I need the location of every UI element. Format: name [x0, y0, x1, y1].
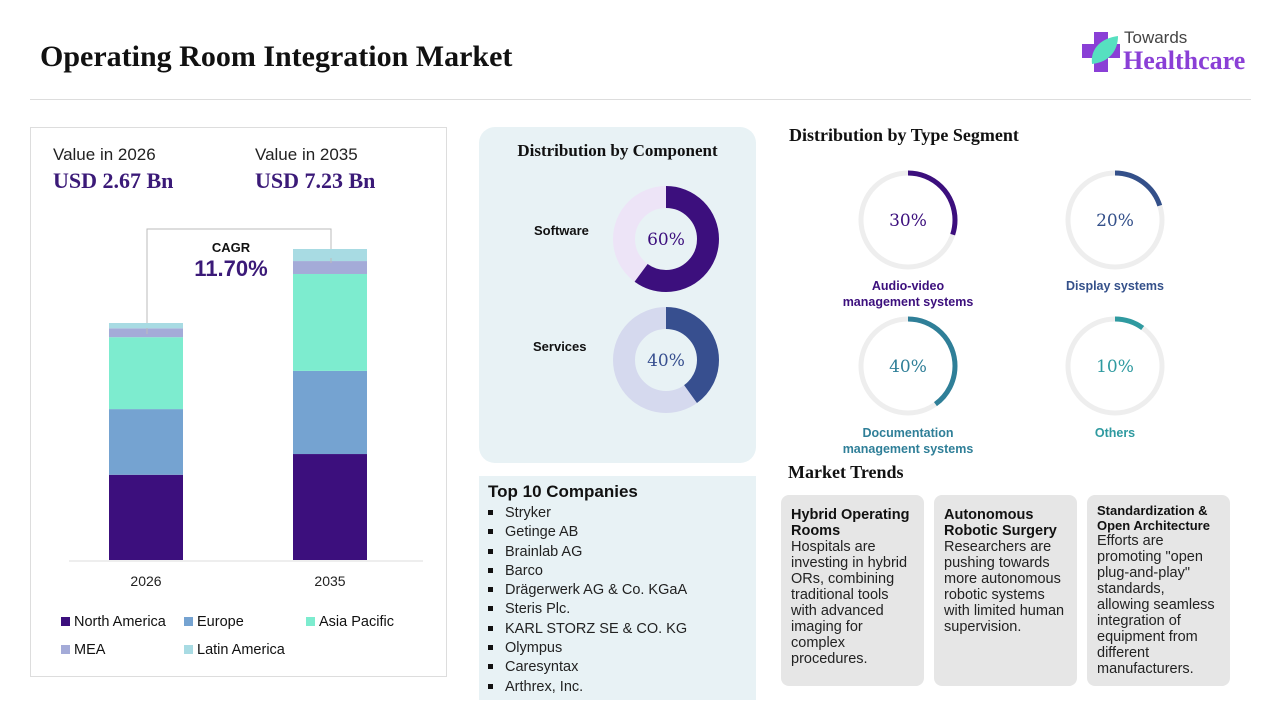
type-segment-title: Distribution by Type Segment [789, 125, 1019, 145]
x-tick-label: 2026 [130, 573, 161, 589]
legend-item: Asia Pacific [306, 614, 394, 630]
company-item: Steris Plc. [488, 600, 756, 619]
company-item: Arthrex, Inc. [488, 678, 756, 697]
bar-segment-mea-2026 [109, 328, 183, 338]
trend-body: Hospitals are investing in hybrid ORs, c… [791, 539, 908, 667]
donut-slice-services [613, 307, 719, 413]
trend-heading: Autonomous Robotic Surgery [944, 507, 1057, 539]
value-2026: USD 2.67 Bn [53, 168, 174, 193]
legend-label: Latin America [197, 642, 285, 658]
legend-swatch [61, 645, 70, 654]
bar-segment-north-america-2026 [109, 474, 183, 560]
legend-item: Latin America [184, 642, 285, 658]
company-item: Olympus [488, 639, 756, 658]
legend-item: MEA [61, 642, 105, 658]
ring-progress [1065, 316, 1165, 416]
legend-label: MEA [74, 642, 106, 658]
segment-label: Others [1094, 426, 1136, 440]
ring-value-label: 40% [889, 357, 927, 377]
company-item: KARL STORZ SE & CO. KG [488, 620, 756, 639]
donut-slice-software [613, 186, 719, 292]
ring-progress [858, 316, 958, 416]
stacked-bar-chart: 2026 2035 [69, 228, 423, 589]
cagr-bracket-ticks [146, 258, 332, 334]
component-title: Distribution by Component [517, 141, 718, 160]
bar-segment-north-america-2035 [293, 454, 367, 560]
trend-heading: Standardization & Open Architecture [1097, 503, 1210, 533]
legend-swatch [306, 617, 315, 626]
bar-segment-latin-america-2035 [293, 249, 367, 262]
trend-card: Autonomous Robotic Surgery Researchers a… [934, 495, 1077, 686]
companies-title: Top 10 Companies [488, 482, 638, 501]
ring-progress [858, 170, 958, 270]
chart-legend: North America Europe Asia Pacific MEA Latin … [61, 614, 441, 674]
market-size-card: Value in 2026 USD 2.67 Bn Value in 2035 … [30, 127, 447, 677]
ring-progress [1065, 170, 1165, 270]
bar-segment-europe-2026 [109, 409, 183, 475]
trend-card: Standardization & Open Architecture Effor… [1087, 495, 1230, 686]
legend-item: North America [61, 614, 166, 630]
trend-heading: Hybrid Operating Rooms [791, 507, 910, 539]
software-label: Software [534, 223, 589, 238]
logo: Towards Healthcare [1080, 28, 1255, 78]
legend-label: North America [74, 614, 166, 630]
cagr-value: 11.70% [194, 256, 268, 281]
ring-value-label: 10% [1096, 357, 1134, 377]
services-label: Services [533, 339, 587, 354]
trend-body: Efforts are promoting "open plug-and-pla… [1097, 533, 1215, 677]
legend-label: Asia Pacific [319, 614, 394, 630]
medical-cross-leaf-icon [1082, 32, 1120, 72]
company-item: Stryker [488, 504, 756, 523]
value-2035: USD 7.23 Bn [255, 168, 376, 193]
value-2035-label: Value in 2035 [255, 145, 358, 164]
top-companies-panel: Top 10 Companies Stryker Getinge AB Brainl… [479, 476, 756, 700]
bar-segment-asia-pacific-2035 [293, 273, 367, 371]
legend-swatch [184, 645, 193, 654]
segment-label: Documentation management systems [842, 426, 974, 456]
donut-value-label: 40% [647, 351, 685, 371]
company-item: Getinge AB [488, 523, 756, 542]
x-tick-label: 2035 [314, 573, 345, 589]
value-2026-label: Value in 2026 [53, 145, 156, 164]
donut-value-label: 60% [647, 230, 685, 250]
component-distribution-card: Distribution by Component Software Servi… [479, 127, 756, 463]
company-item: Brainlab AG [488, 543, 756, 562]
cagr-label: CAGR [211, 240, 251, 255]
bar-segment-latin-america-2026 [109, 323, 183, 329]
cagr-bracket [146, 228, 332, 328]
company-item: Barco [488, 562, 756, 581]
market-trends-title: Market Trends [788, 462, 904, 482]
legend-label: Europe [197, 614, 244, 630]
segment-label: Display systems [1066, 279, 1164, 293]
legend-swatch [184, 617, 193, 626]
trend-body: Researchers are pushing towards more aut… [944, 539, 1065, 635]
bar-segment-mea-2035 [293, 261, 367, 274]
segment-label: Audio-video management systems [842, 279, 974, 309]
page-title: Operating Room Integration Market [40, 40, 513, 73]
divider [30, 99, 1251, 100]
company-item: Drägerwerk AG & Co. KGaA [488, 581, 756, 600]
ring-value-label: 30% [889, 211, 927, 231]
company-item: Caresyntax [488, 658, 756, 677]
ring-value-label: 20% [1096, 211, 1134, 231]
legend-swatch [61, 617, 70, 626]
bar-segment-europe-2035 [293, 370, 367, 455]
bar-segment-asia-pacific-2026 [109, 337, 183, 410]
legend-item: Europe [184, 614, 244, 630]
trend-card: Hybrid Operating Rooms Hospitals are inve… [781, 495, 924, 686]
